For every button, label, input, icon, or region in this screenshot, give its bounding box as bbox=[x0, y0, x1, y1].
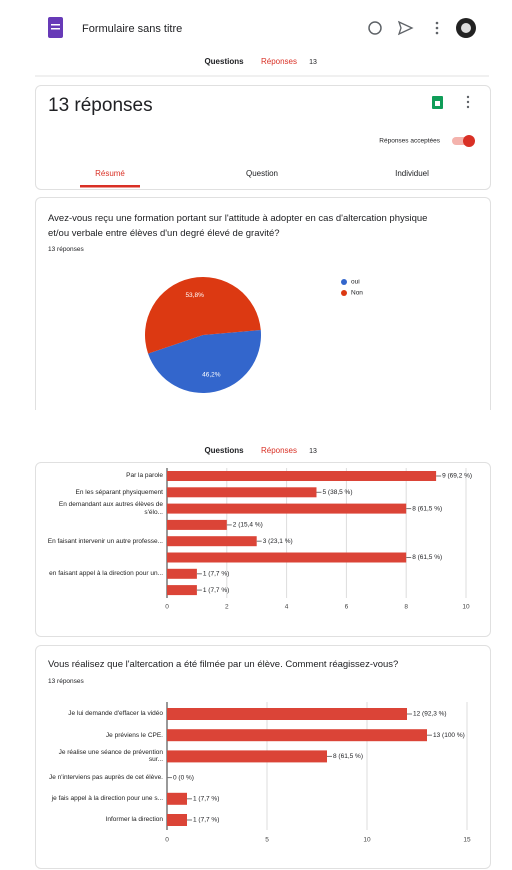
form-title: Formulaire sans titre bbox=[82, 23, 182, 35]
value-label: 8 (61,5 %) bbox=[333, 753, 363, 760]
y-tick-label: En demandant aux autres élèves de s'élo.… bbox=[58, 501, 163, 516]
y-tick-label: Je n'interviens pas auprès de cet élève. bbox=[49, 774, 163, 782]
icon-line bbox=[51, 28, 60, 30]
bar bbox=[167, 792, 187, 805]
y-tick-label: Je préviens le CPE. bbox=[105, 731, 163, 739]
value-label: 1 (7,7 %) bbox=[203, 571, 229, 578]
value-label: 1 (7,7 %) bbox=[193, 817, 219, 824]
value-label: 1 (7,7 %) bbox=[203, 587, 229, 594]
gap bbox=[0, 410, 512, 440]
bar bbox=[167, 552, 407, 563]
accepting-label: Réponses acceptées bbox=[379, 138, 440, 145]
legend-swatch bbox=[341, 290, 347, 296]
bar bbox=[167, 519, 227, 530]
x-tick-label: 2 bbox=[225, 604, 229, 611]
y-tick-label: en faisant appel à la direction pour un.… bbox=[49, 570, 163, 578]
view-tab[interactable]: Question bbox=[246, 169, 278, 178]
value-label: 1 (7,7 %) bbox=[193, 796, 219, 803]
bar bbox=[167, 585, 197, 596]
menu-icon[interactable] bbox=[466, 95, 470, 109]
bar bbox=[167, 487, 317, 498]
question-title: Vous réalisez que l'altercation a été fi… bbox=[48, 659, 399, 670]
value-label: 8 (61,5 %) bbox=[412, 554, 442, 561]
summary-card bbox=[35, 85, 491, 190]
palette-icon[interactable] bbox=[368, 21, 382, 35]
forms-icon bbox=[48, 17, 63, 38]
send-icon[interactable] bbox=[397, 20, 414, 36]
value-label: 0 (0 %) bbox=[173, 774, 194, 781]
tab[interactable]: Questions bbox=[204, 446, 244, 455]
y-tick-label: Par la parole bbox=[126, 472, 163, 480]
value-label: 3 (23,1 %) bbox=[263, 538, 293, 545]
slice-label: 46,2% bbox=[202, 371, 221, 378]
view-tab-active[interactable]: Résumé bbox=[95, 169, 125, 178]
bar bbox=[167, 568, 197, 579]
slice-label: 53,8% bbox=[185, 292, 204, 299]
tab-active[interactable]: Réponses bbox=[261, 57, 297, 66]
response-count: 13 réponses bbox=[48, 246, 84, 253]
bar bbox=[167, 708, 407, 720]
x-tick-label: 4 bbox=[285, 604, 289, 611]
x-tick-label: 15 bbox=[463, 837, 471, 844]
tab-active[interactable]: Réponses bbox=[261, 446, 297, 455]
bar bbox=[167, 503, 407, 514]
legend-swatch bbox=[341, 279, 347, 285]
y-tick-label: En les séparant physiquement bbox=[75, 488, 163, 496]
y-tick-label: Je réalise une séance de prévention sur.… bbox=[58, 749, 163, 764]
legend-label: oui bbox=[351, 279, 360, 286]
tab[interactable]: Questions bbox=[204, 57, 244, 66]
y-tick-label: Je lui demande d'effacer la vidéo bbox=[68, 710, 163, 718]
bar bbox=[167, 750, 327, 763]
value-label: 13 (100 %) bbox=[433, 732, 465, 739]
x-tick-label: 10 bbox=[363, 837, 371, 844]
x-tick-label: 6 bbox=[345, 604, 349, 611]
sheets-grid bbox=[435, 101, 440, 106]
tab-indicator bbox=[80, 185, 140, 188]
view-tab[interactable]: Individuel bbox=[395, 169, 429, 178]
legend-label: Non bbox=[351, 290, 363, 297]
tab-count: 13 bbox=[309, 448, 317, 455]
x-tick-label: 0 bbox=[165, 837, 169, 844]
tab-count: 13 bbox=[309, 59, 317, 66]
bar bbox=[167, 471, 437, 481]
x-tick-label: 10 bbox=[462, 604, 470, 611]
response-count: 13 réponses bbox=[48, 95, 153, 116]
value-label: 2 (15,4 %) bbox=[233, 522, 263, 529]
icon-line bbox=[51, 24, 60, 26]
bar bbox=[167, 729, 427, 742]
value-label: 9 (69,2 %) bbox=[442, 473, 472, 480]
bar bbox=[167, 536, 257, 547]
pie-card bbox=[35, 197, 491, 428]
avatar-face bbox=[461, 23, 471, 33]
x-tick-label: 8 bbox=[404, 604, 408, 611]
pie-slice bbox=[148, 329, 261, 394]
value-label: 12 (92,3 %) bbox=[413, 711, 447, 718]
x-tick-label: 0 bbox=[165, 604, 169, 611]
y-tick-label: Informer la direction bbox=[105, 816, 163, 824]
question-title: Avez-vous reçu une formation portant sur… bbox=[48, 213, 428, 239]
response-count: 13 réponses bbox=[48, 678, 84, 685]
value-label: 8 (61,5 %) bbox=[412, 505, 442, 512]
x-tick-label: 5 bbox=[265, 837, 269, 844]
bar bbox=[167, 814, 187, 826]
y-tick-label: je fais appel à la direction pour une s.… bbox=[51, 795, 163, 803]
toggle-thumb[interactable] bbox=[463, 135, 475, 147]
y-tick-label: En faisant intervenir un autre professe.… bbox=[47, 537, 163, 545]
value-label: 5 (38,5 %) bbox=[323, 489, 353, 496]
menu-icon[interactable] bbox=[435, 21, 439, 35]
pie-slice bbox=[145, 277, 261, 354]
